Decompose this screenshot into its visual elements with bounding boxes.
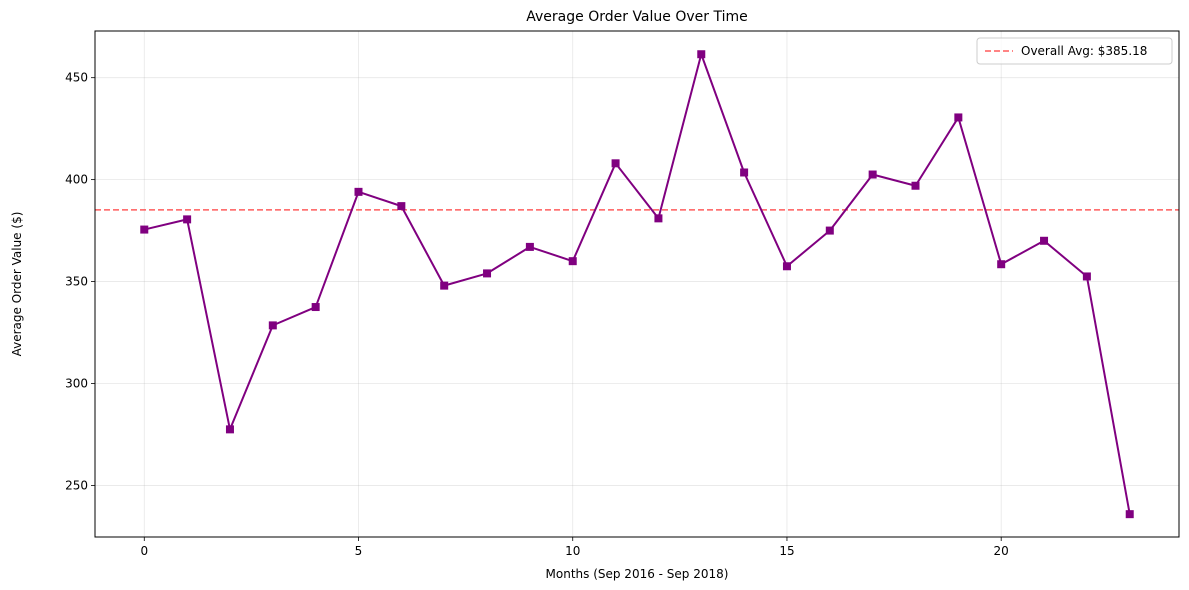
data-point-marker [268,321,277,330]
x-axis-title: Months (Sep 2016 - Sep 2018) [546,567,729,581]
legend: Overall Avg: $385.18 [976,37,1173,65]
y-tick-label: 450 [65,71,88,85]
data-point-marker [868,170,877,179]
plot-area-frame [94,30,1180,538]
data-point-marker [225,425,234,434]
y-tick-label: 400 [65,173,88,187]
data-point-marker [183,215,192,224]
data-point-marker [1040,236,1049,245]
y-axis-title: Average Order Value ($) [10,212,24,357]
data-point-marker [782,262,791,271]
data-point-marker [825,226,834,235]
grid [95,31,1179,537]
data-point-marker [1082,272,1091,281]
data-point-marker [954,113,963,122]
chart-title: Average Order Value Over Time [526,9,747,25]
data-point-marker [311,303,320,312]
legend-box [976,37,1173,65]
data-point-marker [525,242,534,251]
data-point-marker [911,181,920,190]
x-tick-label: 0 [140,544,148,558]
axis-ticks: 0 5 10 15 20 250 300 350 400 450 [65,71,1009,558]
y-tick-label: 250 [65,478,88,492]
data-point-marker [697,50,706,59]
data-point-marker [140,225,149,234]
series [140,50,1134,519]
legend-label-overall-avg: Overall Avg: $385.18 [1021,44,1147,58]
data-point-marker [354,187,363,196]
x-tick-label: 5 [355,544,363,558]
x-tick-label: 10 [565,544,580,558]
y-tick-label: 350 [65,275,88,289]
data-point-marker [1125,510,1134,519]
data-point-marker [440,281,449,290]
x-tick-label: 15 [779,544,794,558]
data-point-marker [997,260,1006,269]
data-point-marker [611,159,620,168]
series-line-avg-order-value [144,53,1131,515]
x-tick-label: 20 [994,544,1009,558]
data-point-marker [740,168,749,177]
data-point-marker [568,257,577,266]
data-point-marker [397,202,406,211]
y-tick-label: 300 [65,376,88,390]
data-point-marker [654,214,663,223]
data-point-marker [483,269,492,278]
